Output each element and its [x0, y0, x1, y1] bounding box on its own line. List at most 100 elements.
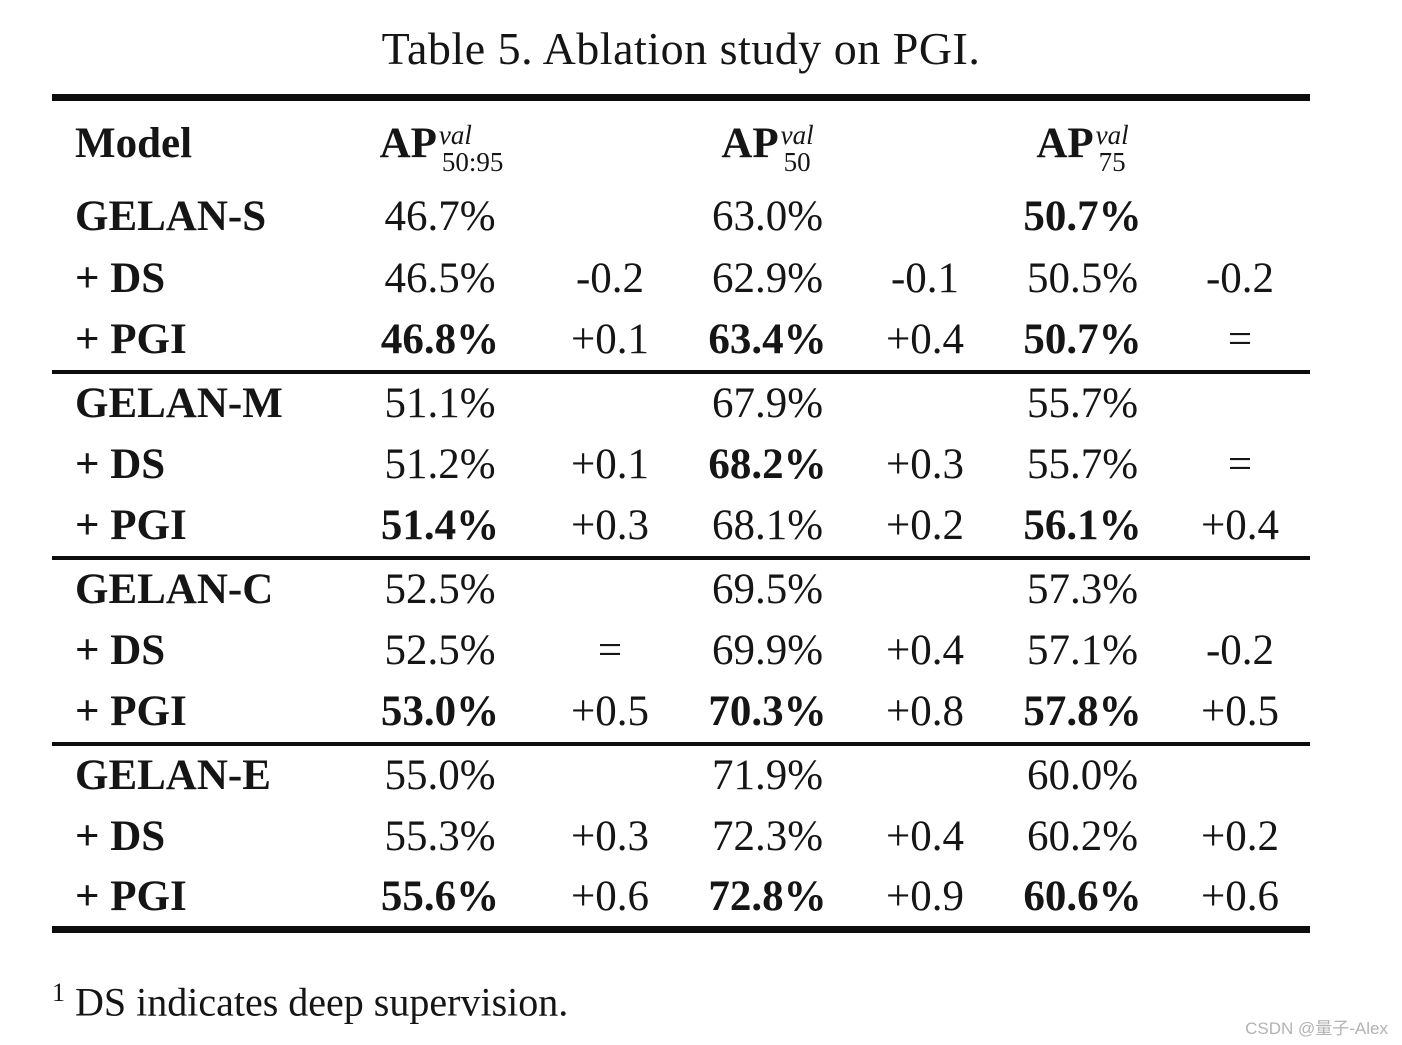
delta-cell [1170, 744, 1310, 806]
ap-value-cell: 51.4% [380, 502, 500, 549]
table-block: GELAN-M 51.1% 67.9% 55.7% + DS 51.2% +0.1 68.2%… [52, 371, 1310, 558]
ap-value-cell: 55.3% [384, 813, 496, 860]
delta-cell [540, 558, 680, 620]
delta-cell: +0.5 [570, 688, 649, 735]
delta-cell: +0.3 [885, 441, 964, 488]
ap-value-cell: 46.7% [384, 193, 496, 240]
ap-value-cell: 52.5% [384, 627, 496, 674]
delta-cell [540, 372, 680, 434]
ap-value-cell: 68.1% [711, 502, 824, 549]
table-block: GELAN-E 55.0% 71.9% 60.0% + DS 55.3% +0.3 72.3%… [52, 743, 1310, 930]
ap-value-cell: 62.9% [711, 255, 824, 302]
footnote-marker: 1 [52, 978, 65, 1007]
delta-cell [540, 744, 680, 806]
delta-cell: +0.2 [885, 502, 964, 549]
header-row: Model AP val 50:95 AP val 50 AP val 75 [52, 98, 1310, 186]
table-row: + DS 55.3% +0.3 72.3% +0.4 60.2% +0.2 [52, 806, 1310, 868]
delta-cell [855, 372, 995, 434]
header-spacer-1 [540, 98, 680, 186]
delta-cell: = [597, 627, 623, 674]
delta-cell [1170, 186, 1310, 248]
ap-value-cell: 56.1% [1023, 502, 1142, 549]
delta-cell: +0.4 [1200, 502, 1279, 549]
table-row: + DS 51.2% +0.1 68.2% +0.3 55.7% = [52, 434, 1310, 496]
ap-value-cell: 50.7% [1023, 316, 1142, 363]
table-row: + PGI 53.0% +0.5 70.3% +0.8 57.8% +0.5 [52, 682, 1310, 744]
ap-value-cell: 63.0% [711, 193, 824, 240]
ap-value-cell: 69.5% [711, 566, 824, 613]
delta-cell: -0.2 [1205, 627, 1275, 674]
ap-value-cell: 70.3% [708, 688, 827, 735]
ap-value-cell: 60.2% [1026, 813, 1139, 860]
model-cell: GELAN-M [75, 380, 283, 427]
table-block: GELAN-S 46.7% 63.0% 50.7% + DS 46.5% -0.2 62.9%… [52, 186, 1310, 372]
delta-cell: +0.6 [1200, 873, 1279, 921]
header-model: Model [75, 119, 193, 167]
ap-value-cell: 60.6% [1023, 873, 1142, 921]
ap-value-cell: 51.1% [384, 380, 496, 427]
table-block: GELAN-C 52.5% 69.5% 57.3% + DS 52.5% = 69.9% +0.… [52, 557, 1310, 744]
delta-cell [1170, 372, 1310, 434]
ap-value-cell: 57.3% [1026, 566, 1139, 613]
model-cell: GELAN-C [75, 566, 274, 613]
ap-value-cell: 72.8% [708, 873, 827, 921]
delta-cell [855, 744, 995, 806]
delta-cell: +0.4 [885, 316, 964, 363]
model-cell: + DS [75, 813, 166, 860]
table-caption: Table 5. Ablation study on PGI. [381, 23, 981, 74]
delta-cell: -0.2 [1205, 255, 1275, 302]
footnote-text: DS indicates deep supervision. [75, 979, 569, 1025]
ap-50-label: AP val 50 [721, 119, 814, 178]
ablation-table: Model AP val 50:95 AP val 50 AP val 75 GELAN-S… [52, 94, 1310, 933]
ap-value-cell: 53.0% [380, 688, 500, 735]
delta-cell: +0.8 [885, 688, 964, 735]
ap-75-label: AP val 75 [1036, 119, 1129, 178]
table-row: + DS 46.5% -0.2 62.9% -0.1 50.5% -0.2 [52, 248, 1310, 310]
delta-cell: +0.5 [1200, 688, 1279, 735]
model-cell: + DS [75, 255, 166, 302]
header-ap-75: AP val 75 [995, 98, 1170, 186]
delta-cell: +0.3 [570, 813, 649, 860]
header-spacer-2 [855, 98, 995, 186]
ap-value-cell: 63.4% [708, 316, 827, 363]
header-ap-50: AP val 50 [680, 98, 855, 186]
table-row: GELAN-E 55.0% 71.9% 60.0% [52, 744, 1310, 806]
ap-value-cell: 55.7% [1026, 441, 1139, 488]
delta-cell: +0.1 [570, 441, 649, 488]
delta-cell: +0.2 [1200, 813, 1279, 860]
ap-value-cell: 46.8% [380, 316, 500, 363]
header-ap-50-95: AP val 50:95 [340, 98, 540, 186]
table-row: + PGI 51.4% +0.3 68.1% +0.2 56.1% +0.4 [52, 496, 1310, 558]
model-cell: + PGI [75, 688, 187, 735]
model-cell: + DS [75, 441, 166, 488]
delta-cell: +0.6 [570, 873, 649, 921]
model-cell: + PGI [75, 873, 187, 921]
ap-value-cell: 60.0% [1026, 752, 1139, 799]
delta-cell: +0.3 [570, 502, 649, 549]
delta-cell [855, 186, 995, 248]
ap-value-cell: 71.9% [711, 752, 824, 799]
model-cell: + PGI [75, 502, 187, 549]
table-row: + PGI 46.8% +0.1 63.4% +0.4 50.7% = [52, 310, 1310, 372]
model-cell: GELAN-S [75, 193, 267, 240]
table-row: + PGI 55.6% +0.6 72.8% +0.9 60.6% +0.6 [52, 868, 1310, 930]
delta-cell [540, 186, 680, 248]
delta-cell: +0.9 [885, 873, 964, 921]
ap-value-cell: 67.9% [711, 380, 824, 427]
table-header: Model AP val 50:95 AP val 50 AP val 75 [52, 98, 1310, 186]
ap-value-cell: 52.5% [384, 566, 496, 613]
header-spacer-3 [1170, 98, 1310, 186]
delta-cell: = [1227, 316, 1253, 363]
ap-value-cell: 55.6% [380, 873, 500, 921]
delta-cell: -0.2 [575, 255, 645, 302]
ap-value-cell: 46.5% [384, 255, 496, 302]
ap-value-cell: 57.1% [1026, 627, 1139, 674]
model-cell: + DS [75, 627, 166, 674]
delta-cell: +0.1 [570, 316, 649, 363]
table-row: + DS 52.5% = 69.9% +0.4 57.1% -0.2 [52, 620, 1310, 682]
ap-value-cell: 69.9% [711, 627, 824, 674]
ap-value-cell: 50.5% [1026, 255, 1139, 302]
model-cell: GELAN-E [75, 752, 271, 799]
ap-value-cell: 55.0% [384, 752, 496, 799]
